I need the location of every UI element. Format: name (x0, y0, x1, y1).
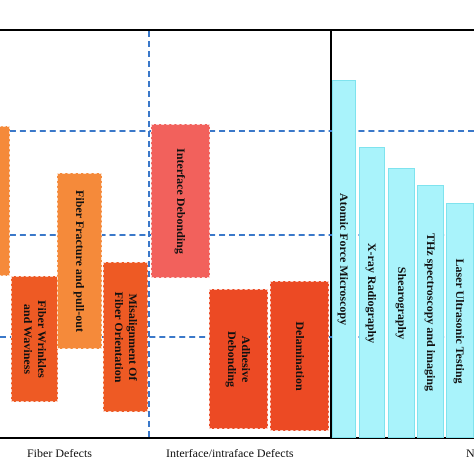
label-thz: THz spectroscopy and imaging (423, 232, 438, 391)
label-adhesive-debonding: Adhesive Debonding (224, 330, 253, 388)
grid-line-horizontal-1 (0, 130, 474, 132)
bar-shearography: Shearography (388, 168, 415, 438)
box-fiber-wrinkles: Fiber Wrinkles and Waviness (11, 276, 58, 402)
label-shearography: Shearography (394, 266, 409, 340)
box-interface-debonding: Interface Debonding (151, 124, 210, 278)
label-xray: X-ray Radiography (365, 242, 379, 343)
label-interface-debonding: Interface Debonding (173, 148, 188, 254)
label-delamination: Delamination (292, 321, 307, 391)
box-adhesive-debonding: Adhesive Debonding (209, 289, 268, 429)
bar-laser: Laser Ultrasonic Testing (446, 203, 474, 438)
edge-defect-box (0, 126, 10, 276)
label-afm: Atomic Force Microscopy (337, 192, 351, 326)
label-fiber-fracture: Fiber Fracture and pull-out (72, 190, 87, 332)
grid-line-vertical-1 (148, 31, 150, 437)
label-misalignment: Misalignment Of Fiber Orientation (111, 291, 140, 383)
box-delamination: Delamination (270, 281, 329, 431)
top-border (0, 29, 474, 31)
label-fiber-wrinkles: Fiber Wrinkles and Waviness (20, 300, 49, 378)
bottom-border (0, 437, 474, 439)
bar-thz: THz spectroscopy and imaging (417, 185, 444, 438)
bar-afm: Atomic Force Microscopy (332, 80, 356, 438)
grid-line-horizontal-2 (0, 234, 474, 236)
group-label-fiber: Fiber Defects (27, 446, 92, 460)
box-misalignment: Misalignment Of Fiber Orientation (103, 262, 148, 412)
label-laser: Laser Ultrasonic Testing (453, 257, 467, 384)
box-fiber-fracture: Fiber Fracture and pull-out (57, 173, 102, 349)
group-label-interface: Interface/intraface Defects (166, 446, 294, 460)
group-label-third: N (466, 446, 474, 460)
bar-xray: X-ray Radiography (359, 147, 385, 438)
